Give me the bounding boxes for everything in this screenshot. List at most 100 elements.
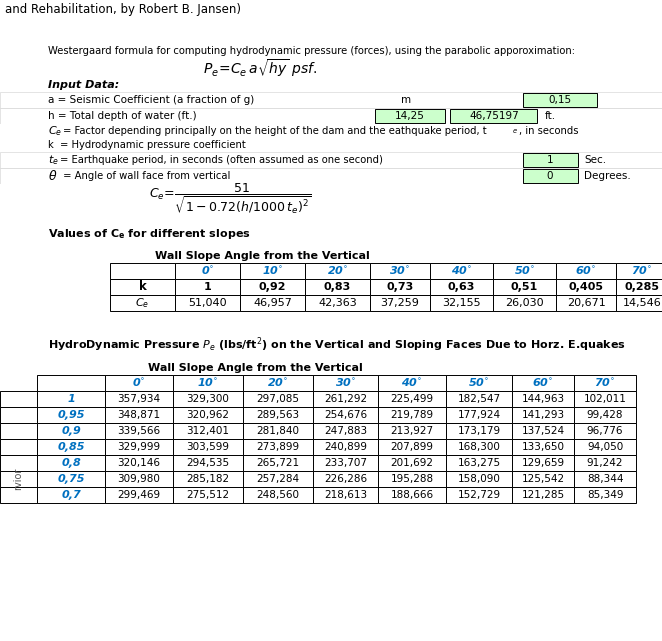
Bar xyxy=(37,375,105,391)
Text: 213,927: 213,927 xyxy=(391,426,434,436)
Bar xyxy=(105,455,173,471)
Bar xyxy=(512,455,574,471)
Text: 0,85: 0,85 xyxy=(57,442,85,452)
Text: 225,499: 225,499 xyxy=(391,394,434,404)
Text: 60$^{\circ}$: 60$^{\circ}$ xyxy=(532,377,553,389)
Text: 289,563: 289,563 xyxy=(256,410,300,420)
Text: 14,25: 14,25 xyxy=(395,111,425,121)
Bar xyxy=(240,295,305,311)
Text: 50$^{\circ}$: 50$^{\circ}$ xyxy=(514,265,535,277)
Bar xyxy=(378,487,446,503)
Text: Wall Slope Angle from the Vertical: Wall Slope Angle from the Vertical xyxy=(148,363,363,373)
Text: 329,999: 329,999 xyxy=(117,442,161,452)
Text: 233,707: 233,707 xyxy=(324,458,367,468)
Bar xyxy=(37,423,105,439)
Text: 273,899: 273,899 xyxy=(256,442,300,452)
Text: 121,285: 121,285 xyxy=(522,490,565,500)
Text: 247,883: 247,883 xyxy=(324,426,367,436)
Bar xyxy=(105,423,173,439)
Text: 0,7: 0,7 xyxy=(61,490,81,500)
Text: 1: 1 xyxy=(204,282,211,292)
Bar xyxy=(512,391,574,407)
Bar xyxy=(240,279,305,295)
Bar xyxy=(0,0,662,18)
Text: 226,286: 226,286 xyxy=(324,474,367,484)
Bar xyxy=(446,423,512,439)
Text: 141,293: 141,293 xyxy=(522,410,565,420)
Bar xyxy=(574,375,636,391)
Bar xyxy=(0,471,37,487)
Text: 218,613: 218,613 xyxy=(324,490,367,500)
Text: 129,659: 129,659 xyxy=(522,458,565,468)
Text: 0,51: 0,51 xyxy=(511,282,538,292)
Bar xyxy=(378,391,446,407)
Text: h = Total depth of water (ft.): h = Total depth of water (ft.) xyxy=(48,111,197,121)
Text: 133,650: 133,650 xyxy=(522,442,565,452)
Text: 188,666: 188,666 xyxy=(391,490,434,500)
Bar xyxy=(574,423,636,439)
Bar xyxy=(0,423,37,439)
Bar xyxy=(105,375,173,391)
Text: 88,344: 88,344 xyxy=(587,474,623,484)
Bar xyxy=(173,439,243,455)
Bar xyxy=(446,407,512,423)
Text: 20$^{\circ}$: 20$^{\circ}$ xyxy=(267,377,289,389)
Text: 219,789: 219,789 xyxy=(391,410,434,420)
Bar xyxy=(0,108,662,124)
Text: Sec.: Sec. xyxy=(584,155,606,165)
Text: 1: 1 xyxy=(67,394,75,404)
Bar xyxy=(313,423,378,439)
Text: 0,9: 0,9 xyxy=(61,426,81,436)
Text: 303,599: 303,599 xyxy=(187,442,230,452)
Text: $\theta$: $\theta$ xyxy=(48,169,58,183)
Bar xyxy=(105,407,173,423)
Text: 0,15: 0,15 xyxy=(548,95,571,105)
Bar xyxy=(0,184,662,214)
Text: and Rehabilitation, by Robert B. Jansen): and Rehabilitation, by Robert B. Jansen) xyxy=(5,3,241,15)
Text: 99,428: 99,428 xyxy=(587,410,623,420)
Text: $C_e\!=\!\dfrac{51}{\sqrt{1-0.72(h/1000\,t_e)^2}}$: $C_e\!=\!\dfrac{51}{\sqrt{1-0.72(h/1000\… xyxy=(149,181,311,217)
Bar xyxy=(37,391,105,407)
Text: Wall Slope Angle from the Vertical: Wall Slope Angle from the Vertical xyxy=(155,251,370,261)
Text: 281,840: 281,840 xyxy=(256,426,299,436)
Bar xyxy=(375,109,445,123)
Bar xyxy=(450,109,537,123)
Bar xyxy=(37,407,105,423)
Bar xyxy=(0,391,37,407)
Text: 0: 0 xyxy=(547,171,553,181)
Text: 261,292: 261,292 xyxy=(324,394,367,404)
Text: 30$^{\circ}$: 30$^{\circ}$ xyxy=(389,265,410,277)
Bar xyxy=(0,487,37,503)
Text: 275,512: 275,512 xyxy=(187,490,230,500)
Text: 144,963: 144,963 xyxy=(522,394,565,404)
Bar xyxy=(313,455,378,471)
Bar xyxy=(173,407,243,423)
Text: 1: 1 xyxy=(547,155,553,165)
Text: a = Seismic Coefficient (a fraction of g): a = Seismic Coefficient (a fraction of g… xyxy=(48,95,254,105)
Bar xyxy=(616,263,662,279)
Bar xyxy=(370,279,430,295)
Text: 30$^{\circ}$: 30$^{\circ}$ xyxy=(335,377,356,389)
Text: k  = Hydrodynamic pressure coefficient: k = Hydrodynamic pressure coefficient xyxy=(48,140,246,150)
Text: 14,546: 14,546 xyxy=(623,298,661,308)
Text: 137,524: 137,524 xyxy=(522,426,565,436)
Text: 85,349: 85,349 xyxy=(587,490,623,500)
Bar xyxy=(446,487,512,503)
Bar xyxy=(378,455,446,471)
Bar xyxy=(173,391,243,407)
Bar xyxy=(173,423,243,439)
Text: 312,401: 312,401 xyxy=(187,426,230,436)
Bar xyxy=(313,487,378,503)
Bar xyxy=(313,439,378,455)
Text: 0,92: 0,92 xyxy=(259,282,286,292)
Text: , in seconds: , in seconds xyxy=(519,126,579,136)
Text: 294,535: 294,535 xyxy=(187,458,230,468)
Text: $C_e$: $C_e$ xyxy=(48,124,62,138)
Bar xyxy=(240,263,305,279)
Text: = Angle of wall face from vertical: = Angle of wall face from vertical xyxy=(60,171,230,181)
Text: 37,259: 37,259 xyxy=(381,298,420,308)
Bar xyxy=(105,487,173,503)
Text: 163,275: 163,275 xyxy=(457,458,500,468)
Text: 0,285: 0,285 xyxy=(624,282,659,292)
Bar xyxy=(313,471,378,487)
